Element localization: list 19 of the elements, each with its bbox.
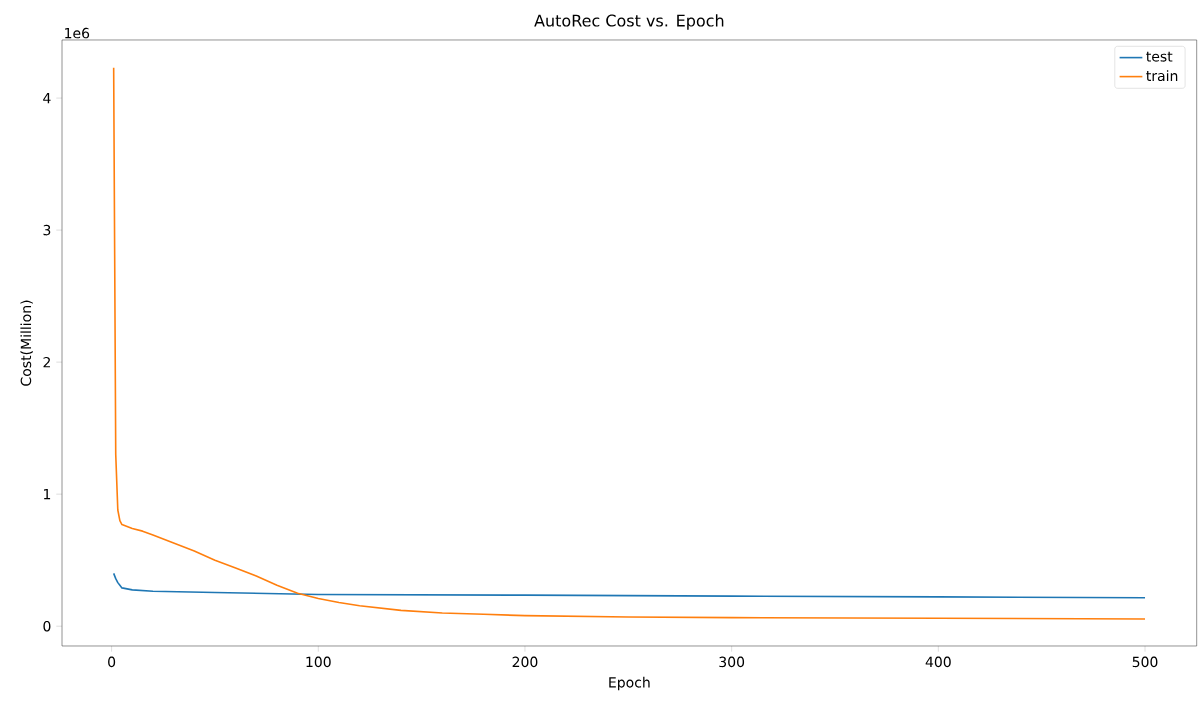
y-tick-label: 4: [43, 92, 51, 104]
legend-label: test: [1146, 51, 1173, 62]
x-tick-label: 300: [719, 656, 745, 668]
y-axis-title: Cost(Million): [20, 300, 33, 386]
x-tick-label: 100: [306, 656, 331, 668]
x-axis-title: Epoch: [609, 676, 650, 691]
y-tick-label: 3: [43, 224, 51, 236]
chart-title: AutoRec Cost vs. Epoch: [534, 14, 724, 30]
x-tick-label: 0: [108, 656, 116, 668]
legend-label: train: [1146, 70, 1178, 82]
text: 1e6: [65, 27, 90, 39]
x-tick-label: 400: [925, 656, 951, 668]
y-tick-label: 0: [43, 620, 51, 632]
line-series: [112, 572, 1146, 599]
x-tick-label: 500: [1132, 656, 1158, 668]
y-tick-label: 2: [43, 356, 50, 368]
y-tick-label: 1: [44, 489, 51, 500]
line-series: [112, 66, 1146, 620]
x-tick-label: 200: [512, 656, 538, 668]
